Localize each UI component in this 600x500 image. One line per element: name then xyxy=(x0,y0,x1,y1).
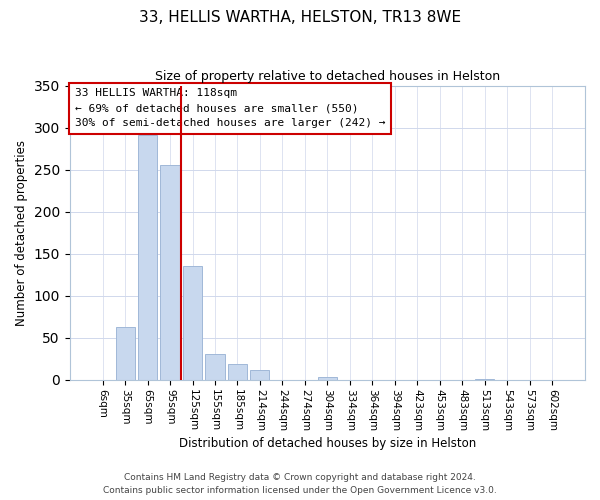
Bar xyxy=(250,370,269,380)
Bar xyxy=(138,135,157,380)
Title: Size of property relative to detached houses in Helston: Size of property relative to detached ho… xyxy=(155,70,500,83)
Bar xyxy=(183,266,202,380)
Text: 33, HELLIS WARTHA, HELSTON, TR13 8WE: 33, HELLIS WARTHA, HELSTON, TR13 8WE xyxy=(139,10,461,25)
Bar xyxy=(228,364,247,380)
Bar xyxy=(205,354,224,380)
Bar xyxy=(160,164,179,380)
X-axis label: Distribution of detached houses by size in Helston: Distribution of detached houses by size … xyxy=(179,437,476,450)
Text: 33 HELLIS WARTHA: 118sqm
← 69% of detached houses are smaller (550)
30% of semi-: 33 HELLIS WARTHA: 118sqm ← 69% of detach… xyxy=(75,88,385,128)
Y-axis label: Number of detached properties: Number of detached properties xyxy=(15,140,28,326)
Bar xyxy=(318,377,337,380)
Bar xyxy=(116,326,134,380)
Bar xyxy=(475,379,494,380)
Text: Contains HM Land Registry data © Crown copyright and database right 2024.
Contai: Contains HM Land Registry data © Crown c… xyxy=(103,474,497,495)
